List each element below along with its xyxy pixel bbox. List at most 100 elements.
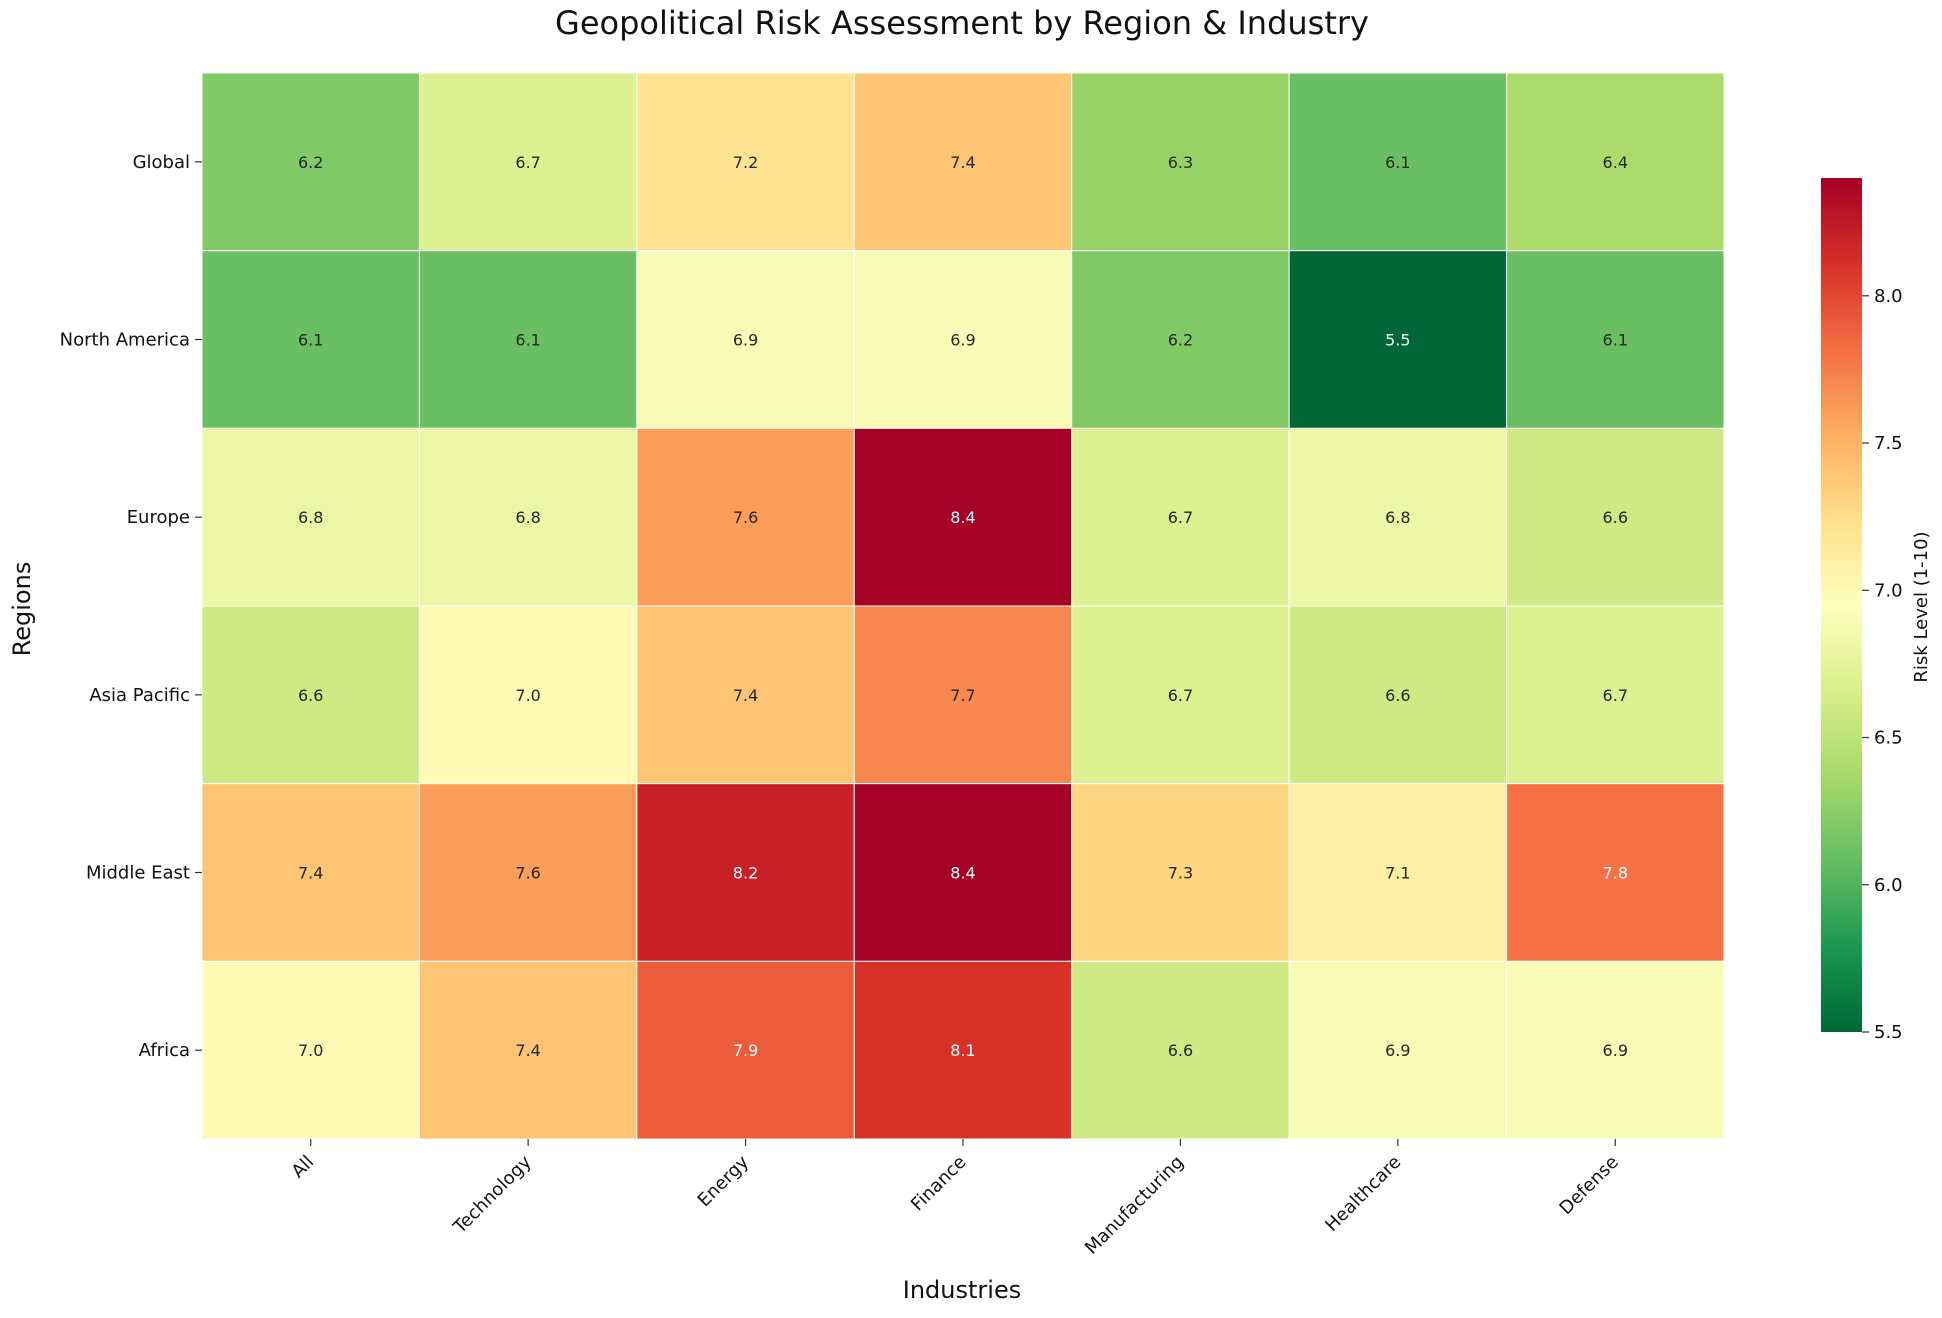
heatmap-cell [1506, 783, 1725, 962]
heatmap-cell [1071, 250, 1290, 429]
heatmap-cell [853, 72, 1073, 252]
cell-value-label: 6.6 [1168, 1041, 1193, 1060]
heatmap-cell [853, 605, 1073, 785]
cell-value-label: 6.8 [515, 508, 540, 527]
row-tick-label: Africa [139, 1040, 190, 1061]
column-tick-labels: All Technology Energy Finance Manufacturing H… [288, 1139, 1623, 1259]
colorbar-tick-label: 7.5 [1874, 433, 1903, 454]
cell-value-label: 7.9 [733, 1041, 758, 1060]
cell-value-label: 6.1 [298, 331, 323, 350]
heatmap-cell [201, 605, 420, 785]
heatmap-cell [1506, 605, 1725, 785]
cell-value-label: 8.4 [950, 508, 975, 527]
cell-value-label: 6.7 [515, 153, 540, 172]
heatmap-cell [636, 250, 855, 429]
cell-value-label: 6.8 [1385, 508, 1410, 527]
heatmap-cell [1288, 783, 1508, 962]
row-tick-labels: Global North America Europe Asia Pacific Mid… [60, 152, 202, 1061]
cell-value-label: 7.4 [950, 153, 975, 172]
heatmap-cell [1288, 605, 1508, 785]
heatmap-cell [1506, 960, 1725, 1140]
y-axis-label: Regions [8, 562, 36, 657]
cell-value-label: 7.1 [1385, 864, 1410, 883]
heatmap-cell [201, 427, 420, 607]
row-tick-label: North America [60, 330, 190, 351]
cell-value-label: 7.6 [515, 864, 540, 883]
cell-value-label: 6.3 [1168, 153, 1193, 172]
heatmap-cell [1071, 605, 1290, 785]
heatmap-cell [636, 427, 855, 607]
cell-value-label: 8.1 [950, 1041, 975, 1060]
heatmap-cell [1071, 72, 1290, 252]
column-tick-label: Finance [907, 1152, 971, 1216]
cell-value-label: 7.0 [515, 686, 540, 705]
cell-value-label: 6.6 [298, 686, 323, 705]
heatmap-cell [201, 960, 420, 1140]
cell-value-label: 6.7 [1168, 508, 1193, 527]
cell-value-label: 6.4 [1603, 153, 1628, 172]
heatmap-cell [1288, 250, 1508, 429]
heatmap-cell [418, 72, 638, 252]
cell-value-label: 6.1 [515, 331, 540, 350]
cell-value-label: 8.2 [733, 864, 758, 883]
cell-value-label: 7.2 [733, 153, 758, 172]
row-tick-label: Europe [127, 507, 190, 528]
column-tick-label: Technology [449, 1151, 536, 1238]
heatmap-cell [418, 960, 638, 1140]
heatmap-cell [1506, 250, 1725, 429]
heatmap-cell [853, 960, 1073, 1140]
column-tick-label: All [288, 1152, 319, 1183]
cell-value-label: 7.7 [950, 686, 975, 705]
cell-value-label: 6.6 [1603, 508, 1628, 527]
heatmap-cell [201, 783, 420, 962]
heatmap-cell [201, 72, 420, 252]
cell-value-label: 6.9 [1603, 1041, 1628, 1060]
cell-value-label: 7.4 [298, 864, 323, 883]
cell-value-label: 6.1 [1603, 331, 1628, 350]
cell-value-label: 7.8 [1603, 864, 1628, 883]
row-tick-label: Global [133, 152, 190, 173]
heatmap-cell [853, 427, 1073, 607]
colorbar-tick-label: 7.0 [1874, 580, 1903, 601]
heatmap-cell [1506, 427, 1725, 607]
cell-value-label: 8.4 [950, 864, 975, 883]
heatmap-cell [1288, 427, 1508, 607]
heatmap-cells: 6.2 6.7 7.2 7.4 6.3 6.1 6.4 6.1 6.1 6.9 6.9 6.2 5.5 6… [201, 72, 1725, 1140]
colorbar-tick-label: 5.5 [1874, 1022, 1903, 1043]
colorbar: 5.5 6.0 6.5 7.0 7.5 8.0 [1821, 178, 1903, 1043]
cell-value-label: 6.6 [1385, 686, 1410, 705]
x-axis-label: Industries [903, 1276, 1021, 1304]
cell-value-label: 5.5 [1385, 331, 1410, 350]
colorbar-label: Risk Level (1-10) [1911, 531, 1932, 682]
column-tick-label: Defense [1555, 1152, 1622, 1219]
column-tick-label: Manufacturing [1081, 1152, 1188, 1259]
heatmap-cell [418, 605, 638, 785]
colorbar-tick-label: 6.0 [1874, 875, 1903, 896]
cell-value-label: 6.2 [1168, 331, 1193, 350]
heatmap-cell [636, 960, 855, 1140]
cell-value-label: 7.4 [733, 686, 758, 705]
row-tick-label: Asia Pacific [89, 685, 190, 706]
chart-title: Geopolitical Risk Assessment by Region &… [555, 4, 1369, 42]
cell-value-label: 6.7 [1168, 686, 1193, 705]
cell-value-label: 6.1 [1385, 153, 1410, 172]
heatmap-cell [1506, 72, 1725, 252]
heatmap-cell [1071, 960, 1290, 1140]
heatmap-cell [636, 783, 855, 962]
heatmap-cell [1288, 72, 1508, 252]
column-tick-label: Energy [694, 1151, 754, 1211]
column-tick-label: Healthcare [1321, 1152, 1405, 1236]
colorbar-tick-label: 6.5 [1874, 728, 1903, 749]
heatmap-cell [201, 250, 420, 429]
cell-value-label: 7.3 [1168, 864, 1193, 883]
row-tick-label: Middle East [86, 863, 190, 884]
heatmap-cell [1071, 427, 1290, 607]
heatmap-cell [636, 72, 855, 252]
cell-value-label: 7.4 [515, 1041, 540, 1060]
colorbar-tick-label: 8.0 [1874, 286, 1903, 307]
cell-value-label: 6.9 [950, 331, 975, 350]
heatmap-cell [418, 427, 638, 607]
cell-value-label: 6.7 [1603, 686, 1628, 705]
cell-value-label: 7.6 [733, 508, 758, 527]
